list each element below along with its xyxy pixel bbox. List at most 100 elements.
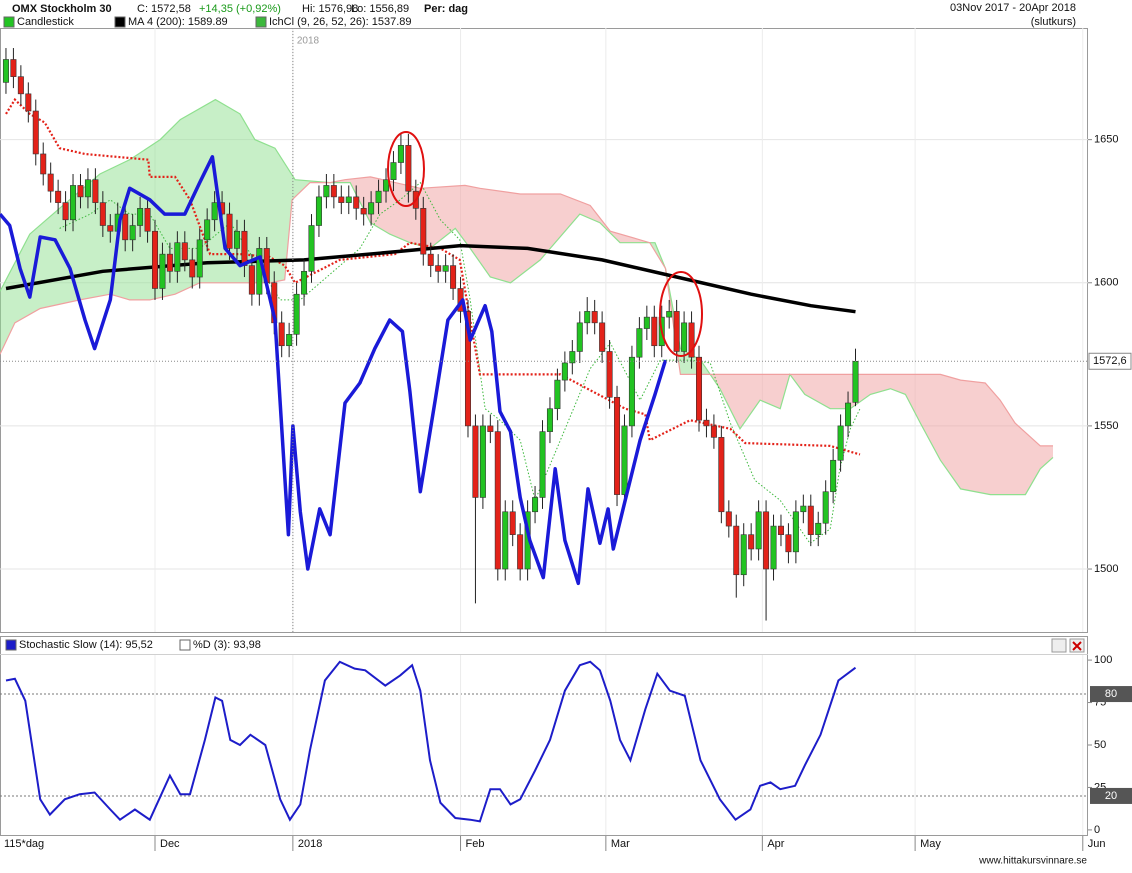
candle-body [92,179,99,203]
candle-body [152,230,159,289]
candle-body [323,185,330,198]
candle-body [554,379,561,410]
annotations [387,131,703,357]
candle-body [852,360,859,403]
candle-body [47,173,54,192]
cloud-fill [329,176,650,283]
candle-body [241,230,248,266]
candle-body [166,253,173,272]
legend-label: %D (3): 93,98 [193,639,261,651]
candle-body [561,362,568,381]
candle-body [718,437,725,513]
candle-body [681,322,688,352]
candle-body [420,208,427,255]
candle-body [792,511,799,553]
panel-tools [1051,638,1085,653]
ichimoku-span-a [0,98,1054,496]
candle-body [494,431,501,570]
candle-body [636,328,643,358]
last-price-box [1088,352,1132,370]
candle-body [32,110,39,155]
y-tick-label: 50 [1094,739,1106,751]
y-tick-label: 1500 [1094,563,1118,575]
legend-label: Stochastic Slow (14): 95,52 [19,639,153,651]
candle-body [107,225,114,232]
legend-swatch [3,16,15,28]
candle-body [450,265,457,289]
candle-body [62,202,69,221]
legend-label: IchCl (9, 26, 52, 26): 1537.89 [269,16,411,28]
candle-body [301,271,308,295]
last-price-label: 1572,6 [1093,355,1127,367]
candle-body [10,59,17,77]
candle-body [368,202,375,215]
candle-body [770,525,777,570]
price-mode: (slutkurs) [1031,16,1076,28]
cloud-fill [710,374,1053,495]
candle-body [308,225,315,272]
candle-body [628,356,635,427]
legend-swatch [114,16,126,28]
highlight-ellipse [659,271,703,357]
candle-body [345,196,352,203]
candle-body [390,162,397,181]
y-tick-label: 1550 [1094,420,1118,432]
settings-button[interactable] [1051,638,1067,653]
cloud-fill [0,99,330,355]
candle-body [375,190,382,203]
candle-body [487,425,494,432]
candle-body [293,293,300,335]
y-tick-label: 0 [1094,824,1100,836]
chart-title: OMX Stockholm 30 [12,3,112,15]
x-note: 115*dag [4,838,44,850]
candle-body [2,59,9,83]
candle-body [397,145,404,163]
candle-body [725,511,732,527]
candle-body [748,534,755,550]
candle-body [427,253,434,266]
candle-body [286,333,293,347]
candle-body [383,179,390,192]
candle-body [673,311,680,352]
candle-body [688,322,695,358]
y-tick-label: 1600 [1094,277,1118,289]
candle-body [204,219,211,241]
candle-body [837,425,844,461]
candle-body [338,196,345,203]
candle-body [84,179,91,198]
candle-body [546,408,553,432]
candle-body [755,511,762,550]
candle-body [70,185,77,221]
candle-body [435,265,442,272]
candle-body [25,93,32,112]
candle-body [211,202,218,221]
date-range: 03Nov 2017 - 20Apr 2018 [950,2,1076,14]
stoch-line [5,660,857,823]
candle-body [77,185,84,198]
ichimoku-base [5,97,861,456]
highlight-ellipse [387,131,425,207]
candle-body [606,351,613,398]
candle-body [248,265,255,295]
candle-body [696,356,703,421]
main-plot [0,28,1088,632]
candle-body [621,425,628,495]
candle-body [315,196,322,226]
legend-swatch [255,16,267,28]
legend-swatch [5,639,17,651]
candle-body [815,522,822,535]
candle-body [442,265,449,272]
legend-label: MA 4 (200): 1589.89 [128,16,228,28]
candle-body [643,316,650,329]
candle-body [710,425,717,438]
candle-body [181,242,188,261]
candle-body [532,497,539,513]
footer: www.hittakursvinnare.se [978,856,1087,867]
level-label: 20 [1105,790,1117,802]
overlay-line [0,155,668,586]
level-box [1090,686,1132,703]
candle-body [226,213,233,249]
candle-body [576,322,583,352]
candle-body [464,311,471,427]
candle-body [278,322,285,347]
